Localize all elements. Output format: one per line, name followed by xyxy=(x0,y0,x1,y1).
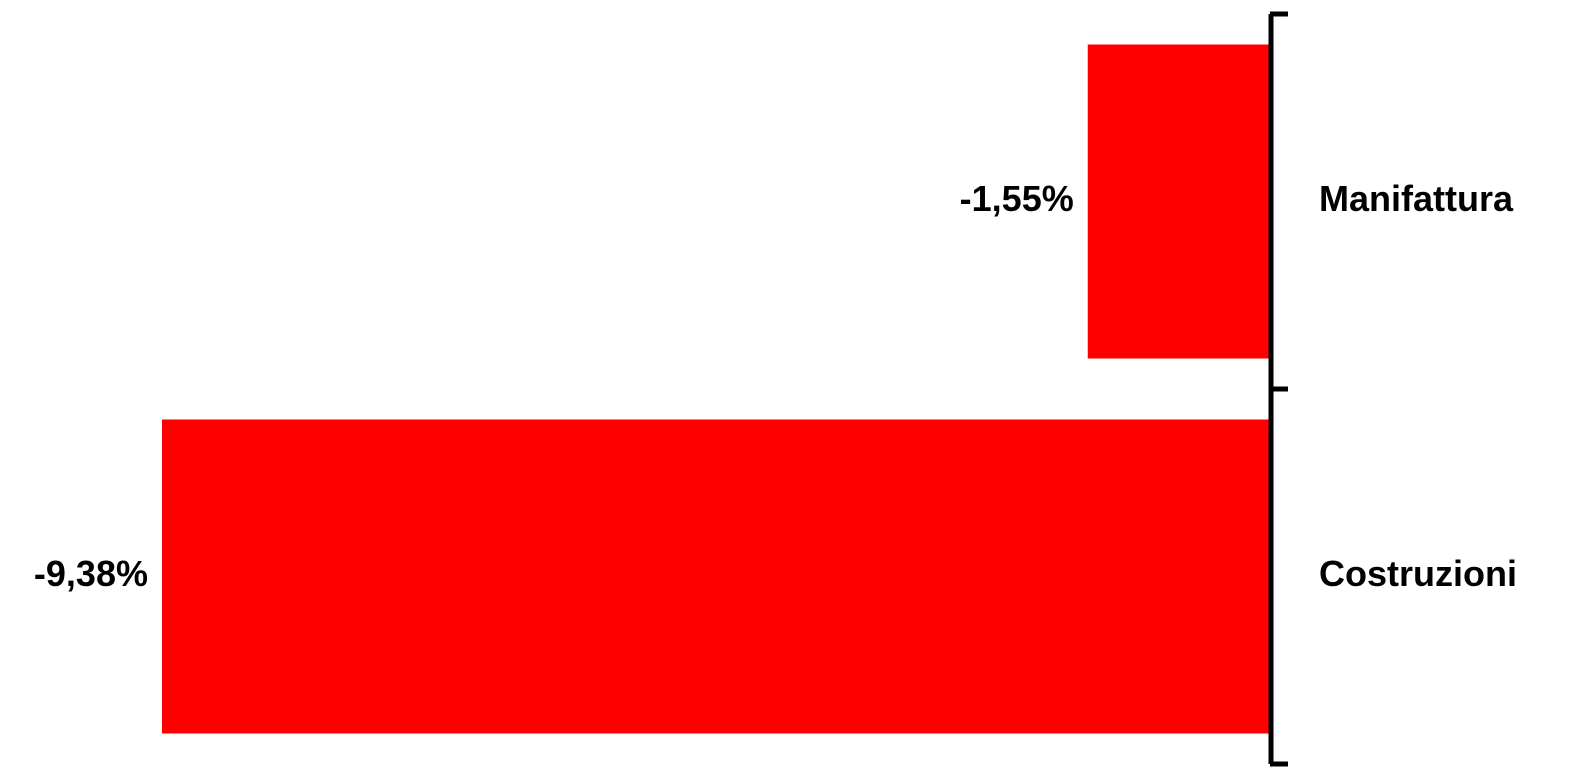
bars-layer xyxy=(162,44,1271,734)
data-label-costruzioni: -9,38% xyxy=(34,553,148,594)
category-axis xyxy=(1268,11,1288,767)
labels-layer: -1,55% Manifattura -9,38% Costruzioni xyxy=(34,178,1517,594)
category-label-manifattura: Manifattura xyxy=(1319,178,1514,219)
bar-manifattura xyxy=(1087,44,1271,359)
bar-costruzioni xyxy=(162,419,1271,734)
category-label-costruzioni: Costruzioni xyxy=(1319,553,1517,594)
data-label-manifattura: -1,55% xyxy=(960,178,1074,219)
